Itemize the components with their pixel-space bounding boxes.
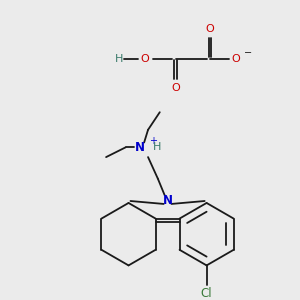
Text: N: N: [135, 141, 145, 154]
Text: O: O: [206, 24, 214, 34]
Text: O: O: [232, 53, 240, 64]
Text: O: O: [141, 53, 149, 64]
Text: +: +: [149, 136, 157, 146]
Text: N: N: [163, 194, 172, 206]
Text: Cl: Cl: [201, 287, 212, 300]
Text: O: O: [172, 83, 180, 93]
Text: H: H: [153, 142, 161, 152]
Text: −: −: [244, 48, 252, 58]
Text: H: H: [115, 53, 123, 64]
